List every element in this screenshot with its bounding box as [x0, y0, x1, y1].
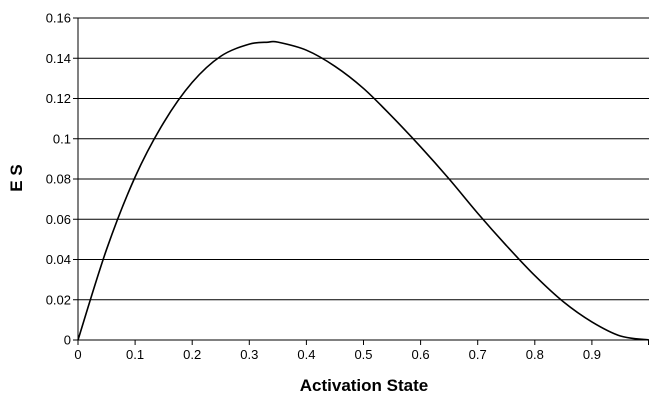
- x-tick-label: 0.1: [126, 347, 144, 362]
- y-axis-title: E S: [7, 164, 26, 191]
- x-tick-label: 0.3: [240, 347, 258, 362]
- y-tick-label: 0.16: [46, 11, 71, 26]
- y-tick-label: 0.02: [46, 292, 71, 307]
- x-tick-label: 0.8: [526, 347, 544, 362]
- y-tick-label: 0: [64, 333, 71, 348]
- y-tick-label: 0.14: [46, 51, 71, 66]
- x-tick-label: 0.9: [583, 347, 601, 362]
- y-tick-label: 0.04: [46, 252, 71, 267]
- y-tick-label: 0.1: [53, 131, 71, 146]
- y-tick-label: 0.12: [46, 91, 71, 106]
- x-tick-label: 0.5: [354, 347, 372, 362]
- x-axis-title: Activation State: [300, 376, 428, 395]
- x-tick-label: 0.2: [183, 347, 201, 362]
- x-tick-label: 0.7: [469, 347, 487, 362]
- series-line: [77, 40, 649, 341]
- y-tick-label: 0.08: [46, 172, 71, 187]
- y-tick-label: 0.06: [46, 212, 71, 227]
- x-tick-label: 0.4: [297, 347, 315, 362]
- x-tick-label: 0: [74, 347, 81, 362]
- x-tick-label: 0.6: [412, 347, 430, 362]
